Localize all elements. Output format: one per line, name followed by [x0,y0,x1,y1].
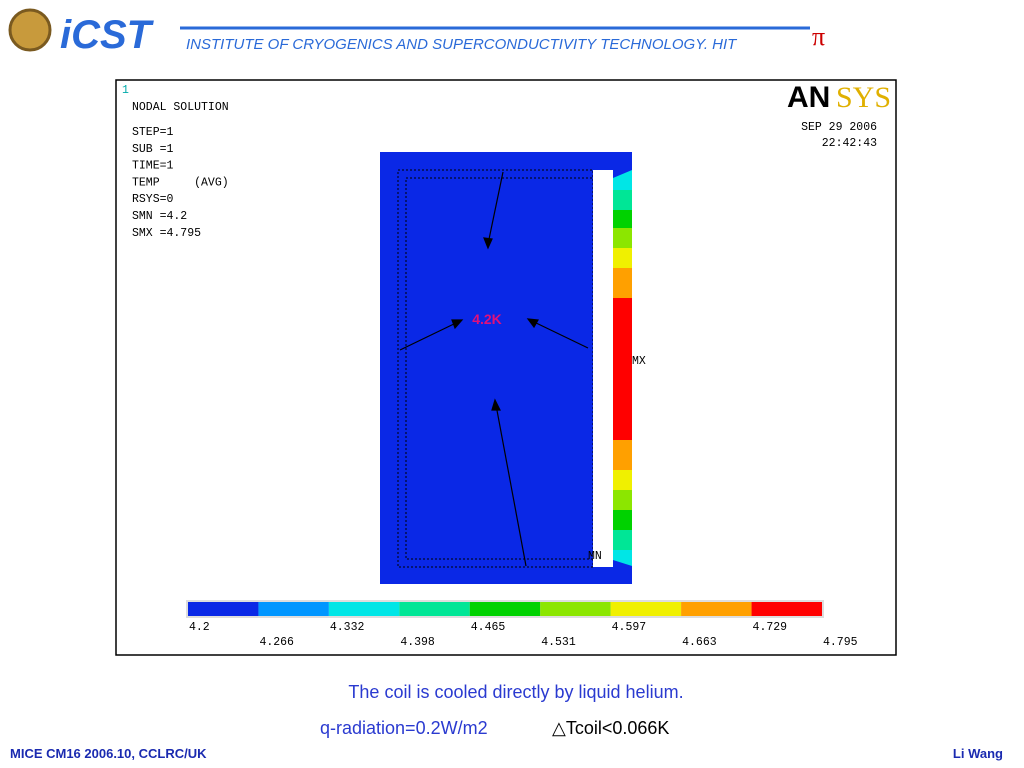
legend-swatch [328,602,400,616]
legend-label: 4.266 [259,636,294,649]
max-marker: MX [632,355,646,368]
legend-swatch [540,602,611,616]
legend-label: 4.663 [682,636,717,649]
caption-line: q-radiation=0.2W/m2 [320,718,488,738]
arrows [399,171,589,567]
strip-band [613,190,632,210]
pi-logo: π [812,22,825,51]
legend-label: 4.795 [823,636,858,649]
hot-strip [613,170,632,566]
legend-swatch [610,602,682,616]
strip-band [613,550,632,566]
legend-label: 4.531 [541,636,576,649]
strip-band [613,298,632,440]
plot-time: 22:42:43 [822,137,877,150]
footer-right: Li Wang [953,746,1003,761]
info-line: SUB =1 [132,143,174,156]
legend-swatch [751,602,822,616]
gap-strip [593,170,613,567]
info-line: RSYS=0 [132,193,174,206]
min-marker: MN [588,550,602,563]
header-logo: iCST [60,13,155,57]
info-line: SMN =4.2 [132,210,187,223]
info-block: STEP=1 SUB =1 TIME=1 TEMP (AVG) RSYS=0 SMN =4… [132,126,229,240]
info-line: TEMP (AVG) [132,176,229,189]
legend-label: 4.2 [189,621,210,634]
strip-band [613,530,632,550]
brand-sys: SYS [836,81,891,114]
caption-line: △Tcoil<0.066K [552,718,669,738]
plot-heading: NODAL SOLUTION [132,101,229,114]
model-body [380,152,632,584]
temp-annotation: 4.2K [472,311,502,327]
info-line: TIME=1 [132,160,174,173]
legend-label: 4.729 [753,621,788,634]
legend-label: 4.465 [471,621,506,634]
strip-band [613,210,632,228]
caption-line: The coil is cooled directly by liquid he… [348,682,683,702]
legend-swatch [469,602,541,616]
strip-band [613,248,632,268]
strip-band [613,440,632,470]
header-title: INSTITUTE OF CRYOGENICS AND SUPERCONDUCT… [186,36,738,53]
strip-band [613,170,632,190]
legend-label: 4.332 [330,621,365,634]
info-line: STEP=1 [132,126,174,139]
legend-swatch [399,602,470,616]
brand-an: AN [787,81,830,114]
strip-band [613,470,632,490]
strip-band [613,228,632,248]
plot-date: SEP 29 2006 [801,121,877,134]
legend-label: 4.398 [400,636,435,649]
legend-label: 4.597 [612,621,647,634]
legend-swatch [258,602,329,616]
legend-swatch [188,602,259,616]
legend: 4.2 4.266 4.332 4.398 4.465 4.531 4.597 4.663 4.… [188,602,858,649]
university-emblem [8,8,52,52]
strip-band [613,268,632,298]
footer-left: MICE CM16 2006.10, CCLRC/UK [10,746,207,761]
strip-band [613,510,632,530]
legend-swatch [681,602,752,616]
strip-band [613,490,632,510]
info-line: SMX =4.795 [132,227,201,240]
window-number: 1 [122,84,129,97]
